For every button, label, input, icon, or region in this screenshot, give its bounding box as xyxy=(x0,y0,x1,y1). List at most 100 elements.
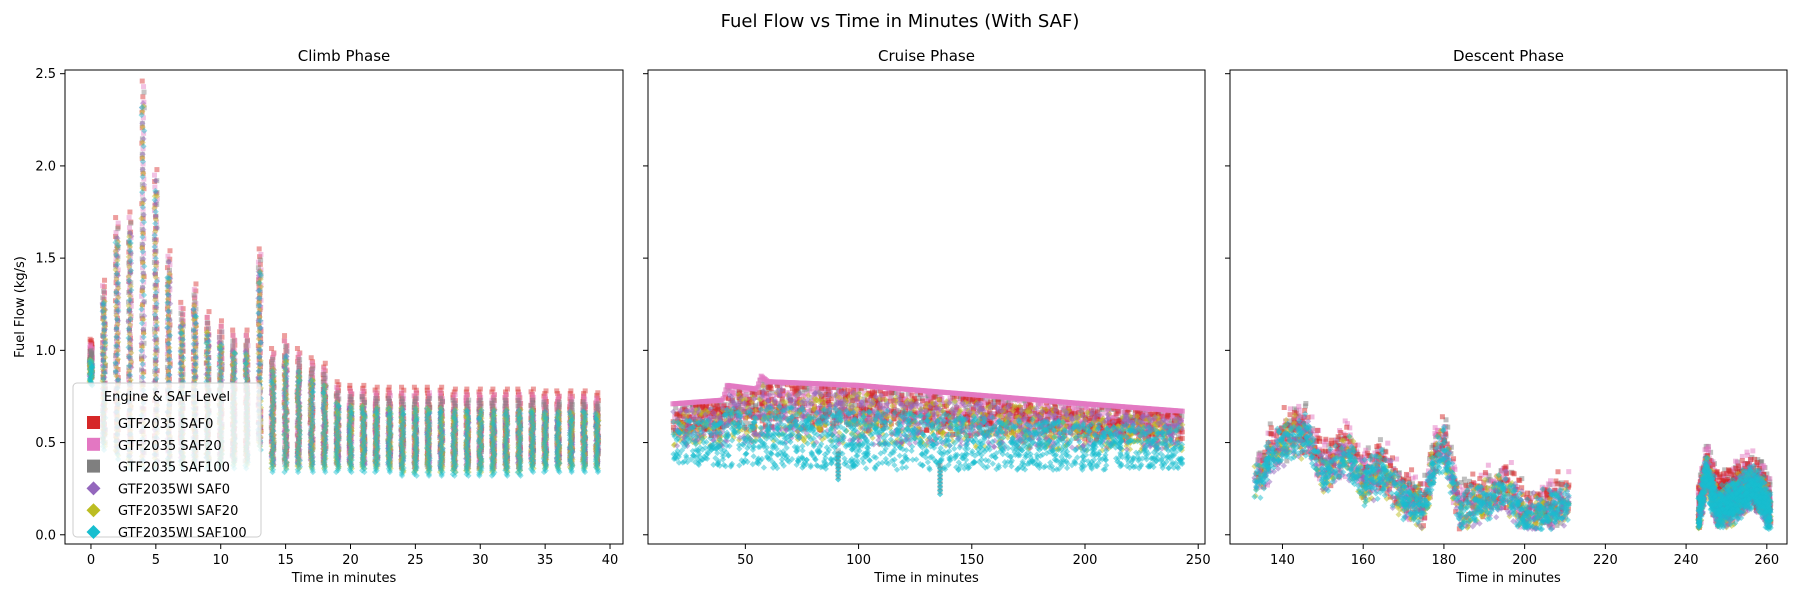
point-gtf2035wi-saf100 xyxy=(320,393,328,401)
point-gtf2035wi-saf20 xyxy=(87,367,94,374)
point-gtf2035wi-saf20 xyxy=(243,351,250,359)
point-gtf2035-saf20 xyxy=(347,437,353,443)
point-gtf2035-saf20 xyxy=(232,358,238,364)
point-gtf2035wi-saf100 xyxy=(100,357,107,365)
point-gtf2035wi-saf0 xyxy=(126,308,134,315)
point-gtf2035-saf20 xyxy=(165,319,171,325)
point-gtf2035wi-saf0 xyxy=(165,292,172,299)
point-gtf2035wi-saf0 xyxy=(295,456,302,463)
point-gtf2035-saf0 xyxy=(230,327,236,333)
point-gtf2035wi-saf100 xyxy=(308,423,315,431)
point-gtf2035-saf20 xyxy=(232,368,238,374)
point-gtf2035wi-saf0 xyxy=(114,377,121,384)
point-gtf2035wi-saf20 xyxy=(87,368,94,375)
point-gtf2035wi-saf20 xyxy=(346,440,354,448)
point-gtf2035wi-saf0 xyxy=(361,410,368,417)
point-gtf2035wi-saf100 xyxy=(125,344,132,351)
point-gtf2035-saf0 xyxy=(284,367,290,373)
point-gtf2035-saf0 xyxy=(89,344,95,350)
point-gtf2035wi-saf20 xyxy=(152,216,160,223)
point-gtf2035wi-saf20 xyxy=(308,431,316,438)
point-gtf2035-saf0 xyxy=(334,443,340,449)
point-gtf2035wi-saf20 xyxy=(102,354,109,361)
point-gtf2035-saf20 xyxy=(387,390,393,396)
point-gtf2035-saf20 xyxy=(152,242,158,248)
point-gtf2035wi-saf0 xyxy=(295,369,303,377)
point-gtf2035wi-saf20 xyxy=(282,358,290,366)
point-gtf2035-saf0 xyxy=(166,376,172,382)
point-gtf2035wi-saf100 xyxy=(101,369,108,377)
point-gtf2035-saf0 xyxy=(139,201,145,207)
point-gtf2035wi-saf0 xyxy=(307,401,314,408)
point-gtf2035wi-saf20 xyxy=(256,343,263,350)
point-gtf2035-saf100 xyxy=(320,390,326,396)
point-gtf2035wi-saf0 xyxy=(308,437,316,445)
point-gtf2035-saf0 xyxy=(269,393,275,399)
point-gtf2035wi-saf0 xyxy=(320,439,327,446)
point-gtf2035wi-saf20 xyxy=(102,336,109,343)
point-gtf2035-saf100 xyxy=(166,267,172,273)
point-gtf2035wi-saf100 xyxy=(348,412,355,419)
point-gtf2035-saf20 xyxy=(113,276,119,282)
point-gtf2035wi-saf20 xyxy=(335,447,342,454)
point-gtf2035wi-saf20 xyxy=(179,357,187,364)
point-gtf2035wi-saf100 xyxy=(190,340,197,348)
point-gtf2035-saf0 xyxy=(101,375,107,381)
point-gtf2035-saf20 xyxy=(297,456,303,462)
point-gtf2035-saf20 xyxy=(361,399,367,405)
point-gtf2035wi-saf20 xyxy=(140,316,147,323)
point-gtf2035-saf20 xyxy=(296,373,302,379)
point-gtf2035wi-saf100 xyxy=(164,282,171,290)
point-gtf2035-saf20 xyxy=(347,411,353,417)
point-gtf2035-saf100 xyxy=(100,374,106,380)
point-gtf2035wi-saf0 xyxy=(204,365,211,372)
point-gtf2035wi-saf20 xyxy=(296,403,303,410)
point-gtf2035-saf20 xyxy=(269,369,275,375)
point-gtf2035wi-saf100 xyxy=(295,439,302,446)
point-gtf2035-saf20 xyxy=(322,396,328,402)
point-gtf2035-saf20 xyxy=(217,361,223,367)
point-gtf2035wi-saf100 xyxy=(153,344,160,351)
point-gtf2035-saf20 xyxy=(294,423,300,429)
point-gtf2035wi-saf100 xyxy=(99,308,106,315)
point-gtf2035-saf100 xyxy=(335,433,341,439)
point-gtf2035-saf100 xyxy=(113,263,119,269)
point-gtf2035wi-saf0 xyxy=(100,356,107,363)
point-gtf2035wi-saf20 xyxy=(112,303,120,310)
point-gtf2035-saf20 xyxy=(320,456,326,462)
point-gtf2035-saf0 xyxy=(296,372,302,378)
point-gtf2035-saf20 xyxy=(296,448,302,454)
point-gtf2035wi-saf100 xyxy=(270,415,277,422)
point-gtf2035-saf0 xyxy=(349,391,355,397)
point-gtf2035-saf0 xyxy=(140,230,146,236)
point-gtf2035-saf20 xyxy=(270,448,276,454)
point-gtf2035wi-saf20 xyxy=(216,344,224,351)
point-gtf2035-saf0 xyxy=(336,422,342,428)
point-gtf2035-saf100 xyxy=(102,363,108,369)
point-gtf2035wi-saf20 xyxy=(256,313,263,321)
point-gtf2035-saf0 xyxy=(361,449,367,455)
point-gtf2035wi-saf100 xyxy=(333,406,340,413)
point-gtf2035wi-saf20 xyxy=(152,228,159,235)
point-gtf2035wi-saf100 xyxy=(86,359,93,366)
point-gtf2035wi-saf0 xyxy=(283,452,290,459)
point-gtf2035wi-saf0 xyxy=(101,319,108,327)
point-gtf2035wi-saf100 xyxy=(115,376,122,383)
point-gtf2035wi-saf100 xyxy=(347,447,354,454)
point-gtf2035wi-saf20 xyxy=(359,445,366,453)
point-gtf2035-saf0 xyxy=(320,387,326,393)
point-gtf2035wi-saf0 xyxy=(140,135,147,142)
point-gtf2035-saf100 xyxy=(270,412,276,418)
point-gtf2035-saf0 xyxy=(321,446,327,452)
point-gtf2035wi-saf100 xyxy=(193,313,200,320)
point-gtf2035-saf100 xyxy=(336,408,342,414)
point-gtf2035wi-saf20 xyxy=(361,450,368,458)
point-gtf2035-saf100 xyxy=(450,397,456,403)
point-gtf2035wi-saf20 xyxy=(359,443,366,450)
point-gtf2035-saf20 xyxy=(87,350,93,356)
point-gtf2035-saf0 xyxy=(230,332,236,338)
point-gtf2035-saf0 xyxy=(308,451,314,457)
point-gtf2035wi-saf100 xyxy=(307,434,315,442)
point-gtf2035-saf100 xyxy=(349,402,355,408)
point-gtf2035-saf20 xyxy=(269,403,275,409)
